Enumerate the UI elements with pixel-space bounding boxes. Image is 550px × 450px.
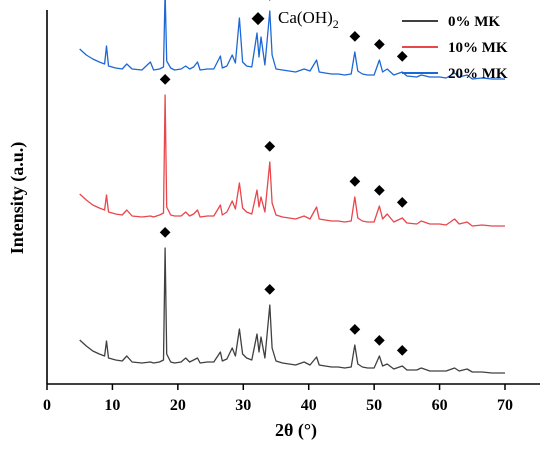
x-tick-label-50: 50 [366, 397, 382, 414]
peak-marker-0-4: ◆ [397, 342, 408, 358]
series-line-0 [79, 247, 505, 374]
series-line-1 [79, 94, 505, 227]
marker-legend: ◆ Ca(OH)2 [251, 8, 338, 31]
x-ticks: 0 10 20 30 40 50 60 70 [43, 384, 513, 414]
marker-legend-label-main: Ca(OH) [278, 8, 333, 27]
x-tick-label-20: 20 [170, 397, 186, 414]
peak-marker-1-3: ◆ [374, 182, 385, 198]
marker-legend-label-sub: 2 [333, 17, 339, 31]
plot-area: ◆ ◆ ◆ ◆ ◆ ◆ ◆ ◆ ◆ ◆ ◆ ◆ ◆ ◆ ◆ [79, 0, 505, 374]
x-tick-label-0: 0 [43, 397, 51, 414]
peak-marker-2-3: ◆ [374, 36, 385, 52]
series-legend: 0% MK 10% MK 20% MK [402, 14, 508, 82]
peak-marker-0-1: ◆ [264, 281, 275, 297]
legend-label-2: 20% MK [448, 66, 508, 82]
peak-marker-2-1: ◆ [264, 0, 275, 3]
marker-legend-label: Ca(OH)2 [278, 8, 339, 31]
x-tick-label-10: 10 [104, 397, 120, 414]
x-tick-label-70: 70 [497, 397, 513, 414]
x-tick-label-60: 60 [432, 397, 448, 414]
x-tick-label-30: 30 [235, 397, 251, 414]
legend-label-1: 10% MK [448, 40, 508, 56]
peak-marker-0-0: ◆ [160, 224, 171, 240]
peak-marker-1-4: ◆ [397, 194, 408, 210]
peak-marker-1-1: ◆ [264, 138, 275, 154]
peak-marker-0-2: ◆ [349, 321, 360, 337]
x-axis-title: 2θ (°) [275, 420, 317, 441]
peak-marker-0-3: ◆ [374, 332, 385, 348]
marker-legend-diamond: ◆ [251, 8, 265, 27]
legend-label-0: 0% MK [448, 14, 500, 30]
peak-marker-1-0: ◆ [160, 71, 171, 87]
axes [46, 10, 540, 385]
peak-marker-2-2: ◆ [349, 28, 360, 44]
y-axis-title: Intensity (a.u.) [7, 142, 28, 255]
peak-marker-2-4: ◆ [397, 48, 408, 64]
x-tick-label-40: 40 [301, 397, 317, 414]
peak-marker-1-2: ◆ [349, 173, 360, 189]
